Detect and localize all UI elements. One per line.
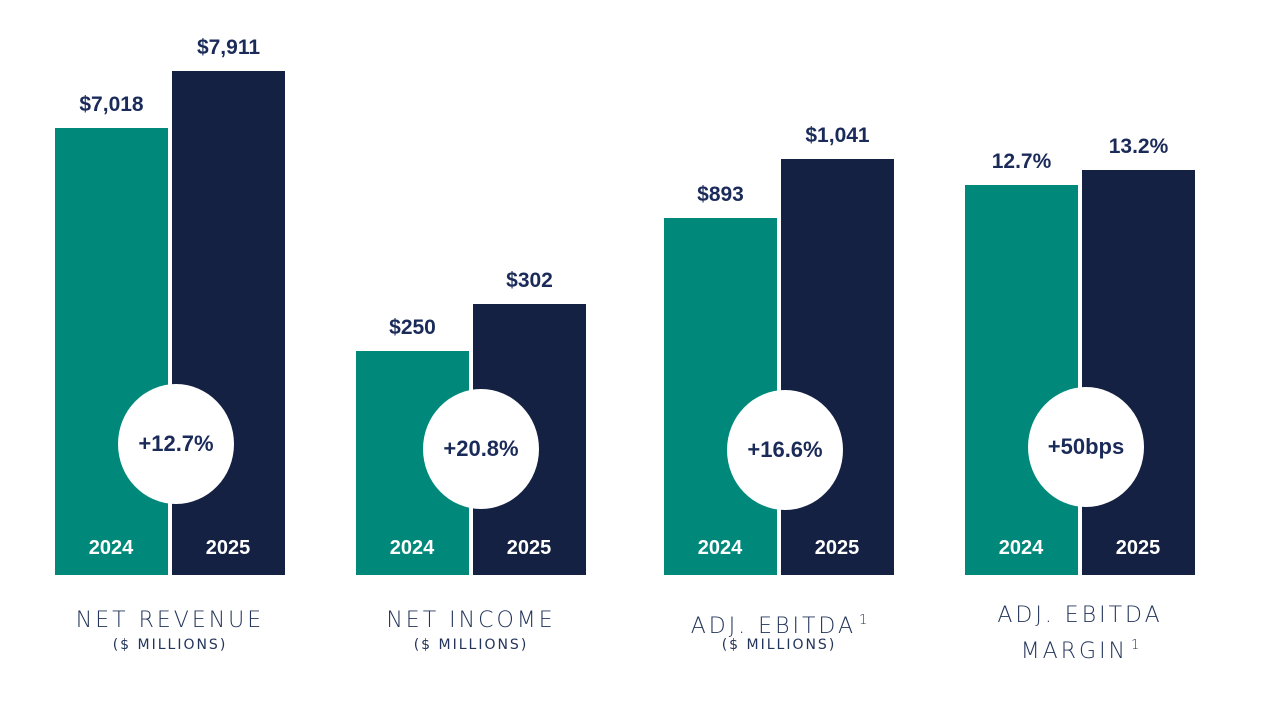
year-label: 2024: [697, 537, 743, 559]
change-badge: +16.6%: [727, 390, 843, 510]
year-label: 2025: [205, 537, 251, 559]
value-label: $250: [389, 315, 436, 339]
category-title-text: ADJ. EBITDA: [690, 614, 857, 639]
year-label: 2024: [389, 537, 435, 559]
category-title: NET INCOME: [321, 606, 621, 636]
value-label: $7,018: [79, 92, 144, 116]
year-label: 2025: [1115, 537, 1161, 559]
footnote-marker: 1: [859, 613, 868, 628]
year-label: 2024: [998, 537, 1044, 559]
value-label: $1,041: [805, 124, 870, 147]
category-title: ADJ. EBITDA MARGIN 1: [930, 601, 1230, 667]
category-subtitle: ($ MILLIONS): [413, 637, 529, 653]
category-title-text: NET REVENUE: [75, 608, 265, 633]
year-label: 2024: [88, 537, 134, 559]
value-label: $302: [506, 269, 553, 292]
change-badge: +50bps: [1028, 387, 1144, 507]
bar-2025: [1082, 170, 1195, 575]
category-title: ADJ. EBITDA 1: [629, 606, 929, 642]
bar-2024: [965, 185, 1078, 575]
category-title-text: NET INCOME: [386, 608, 556, 633]
bar-2025: [781, 159, 894, 575]
change-badge: +20.8%: [423, 389, 539, 509]
change-badge: +12.7%: [118, 384, 234, 504]
year-label: 2025: [814, 537, 860, 559]
footnote-marker: 1: [1131, 638, 1140, 653]
value-label: 12.7%: [991, 150, 1052, 174]
category-title-line2: MARGIN: [1020, 639, 1129, 664]
category-subtitle: ($ MILLIONS): [721, 637, 837, 653]
value-label: $7,911: [196, 36, 261, 59]
value-label: 13.2%: [1108, 135, 1169, 158]
category-title-text: ADJ. EBITDA: [997, 603, 1163, 628]
category-title: NET REVENUE: [20, 606, 320, 636]
value-label: $893: [697, 183, 744, 207]
year-label: 2025: [506, 537, 552, 559]
bar-2024: [55, 127, 168, 575]
category-subtitle: ($ MILLIONS): [112, 637, 228, 653]
